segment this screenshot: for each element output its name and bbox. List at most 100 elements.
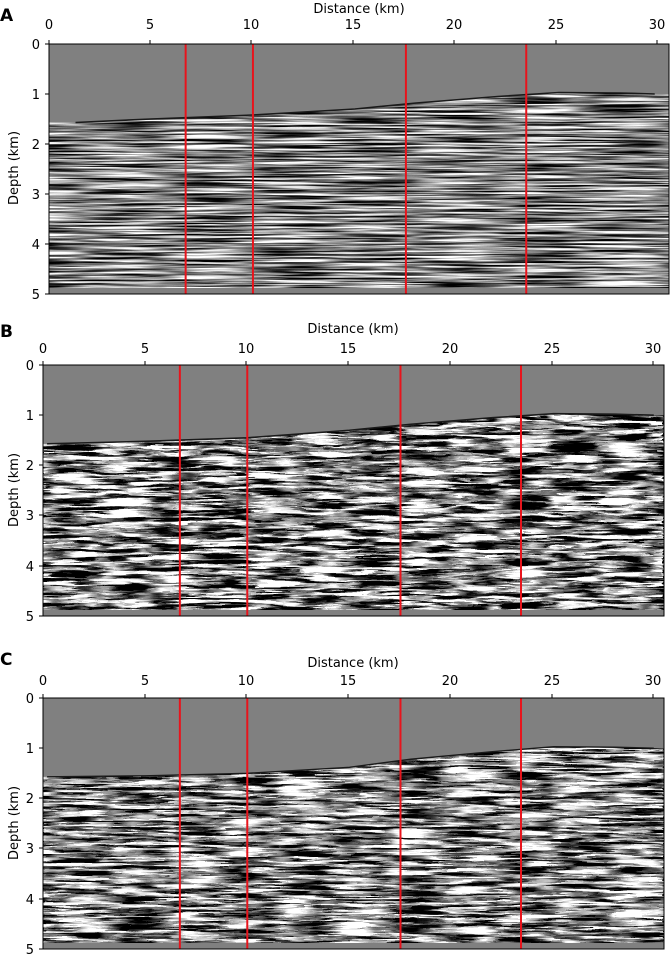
plot-frame-a xyxy=(48,43,670,295)
x-tick-label-b-2: 10 xyxy=(238,342,255,357)
x-tick-label-a-2: 10 xyxy=(243,18,260,33)
y-axis-title-b: Depth (km) xyxy=(7,453,22,527)
plot-frame-c xyxy=(42,697,665,950)
x-tick-b-6: 30 xyxy=(645,342,661,365)
y-tick-label-a-0: 0 xyxy=(32,38,40,53)
x-tick-c-3: 15 xyxy=(340,674,357,698)
x-ticks-a: 0 5 10 15 20 25 30 xyxy=(45,18,665,44)
x-tick-c-1: 5 xyxy=(141,674,149,698)
x-tick-label-a-5: 25 xyxy=(548,18,565,33)
x-tick-label-c-1: 5 xyxy=(141,674,149,689)
water-column-c xyxy=(43,698,664,777)
panel-c: C Distance (km) Depth (km) 0 5 10 15 20 … xyxy=(0,650,665,958)
x-tick-label-b-4: 20 xyxy=(442,342,459,357)
y-tick-a-4: 4 xyxy=(32,238,49,253)
y-tick-c-1: 1 xyxy=(26,742,43,757)
x-tick-a-3: 15 xyxy=(345,18,361,44)
y-tick-label-c-5: 5 xyxy=(26,943,34,958)
x-tick-label-c-2: 10 xyxy=(238,674,255,689)
x-tick-label-c-0: 0 xyxy=(39,674,47,689)
y-tick-b-3: 3 xyxy=(26,509,43,524)
panel-a: A Distance (km) Depth (km) 0 5 10 15 20 … xyxy=(0,2,670,303)
x-tick-label-a-4: 20 xyxy=(446,18,463,33)
x-tick-label-c-4: 20 xyxy=(442,674,459,689)
y-tick-c-5: 5 xyxy=(26,943,43,958)
panel-label-a: A xyxy=(0,6,14,26)
x-tick-a-1: 5 xyxy=(146,18,154,44)
y-axis-title-a: Depth (km) xyxy=(7,131,22,205)
x-tick-label-a-1: 5 xyxy=(146,18,154,33)
y-tick-label-b-2: 2 xyxy=(26,459,34,474)
y-tick-a-5: 5 xyxy=(32,288,49,303)
y-tick-b-0: 0 xyxy=(26,359,43,374)
x-tick-a-4: 20 xyxy=(446,18,463,44)
y-tick-label-c-1: 1 xyxy=(26,742,34,757)
y-tick-label-b-5: 5 xyxy=(26,610,34,625)
x-tick-a-6: 30 xyxy=(649,18,666,44)
y-tick-c-3: 3 xyxy=(26,842,43,857)
x-tick-label-c-3: 15 xyxy=(340,674,357,689)
y-tick-label-c-3: 3 xyxy=(26,842,34,857)
marker-lines-a xyxy=(184,44,528,294)
plot-frame-b xyxy=(42,364,665,617)
x-tick-a-5: 25 xyxy=(548,18,565,44)
y-tick-c-4: 4 xyxy=(26,893,43,908)
y-tick-b-1: 1 xyxy=(26,409,43,424)
no-data-band-b xyxy=(43,610,664,616)
x-axis-title-a: Distance (km) xyxy=(313,2,404,17)
x-tick-b-5: 25 xyxy=(544,342,561,365)
no-data-band-a xyxy=(49,288,669,294)
y-tick-a-3: 3 xyxy=(32,188,49,203)
x-tick-c-5: 25 xyxy=(544,674,561,698)
y-tick-label-b-3: 3 xyxy=(26,509,34,524)
y-tick-c-2: 2 xyxy=(26,792,43,807)
y-tick-label-b-0: 0 xyxy=(26,359,34,374)
x-tick-a-0: 0 xyxy=(45,18,53,44)
x-tick-b-2: 10 xyxy=(238,342,255,365)
y-tick-label-a-1: 1 xyxy=(32,88,40,103)
water-column-a xyxy=(49,44,669,123)
y-tick-label-a-3: 3 xyxy=(32,188,40,203)
y-tick-label-b-4: 4 xyxy=(26,560,34,575)
x-axis-title-c: Distance (km) xyxy=(307,656,398,671)
y-tick-label-c-4: 4 xyxy=(26,893,34,908)
marker-lines-c xyxy=(178,698,523,949)
x-tick-b-0: 0 xyxy=(39,342,47,365)
x-tick-label-c-5: 25 xyxy=(544,674,561,689)
y-tick-b-2: 2 xyxy=(26,459,43,474)
y-tick-label-a-2: 2 xyxy=(32,138,40,153)
y-tick-label-a-4: 4 xyxy=(32,238,40,253)
plot-area-c xyxy=(42,697,665,950)
x-tick-c-4: 20 xyxy=(442,674,459,698)
panel-b: B Distance (km) Depth (km) 0 5 10 15 20 … xyxy=(0,322,665,625)
panel-label-c: C xyxy=(0,650,12,670)
plot-area-a xyxy=(48,43,670,295)
y-ticks-a: 0 1 2 3 4 5 xyxy=(32,38,49,303)
x-ticks-b: 0 5 10 15 20 25 30 xyxy=(39,342,661,365)
y-tick-a-0: 0 xyxy=(32,38,49,53)
y-tick-label-c-0: 0 xyxy=(26,692,34,707)
x-ticks-c: 0 5 10 15 20 25 30 xyxy=(39,674,661,698)
x-tick-label-b-3: 15 xyxy=(340,342,357,357)
x-tick-c-0: 0 xyxy=(39,674,47,698)
x-tick-b-1: 5 xyxy=(141,342,149,365)
x-tick-label-a-6: 30 xyxy=(649,18,666,33)
y-tick-a-1: 1 xyxy=(32,88,49,103)
y-tick-label-a-5: 5 xyxy=(32,288,40,303)
x-tick-label-b-1: 5 xyxy=(141,342,149,357)
y-tick-b-5: 5 xyxy=(26,610,43,625)
water-column-b xyxy=(43,365,664,444)
x-tick-c-2: 10 xyxy=(238,674,255,698)
y-tick-label-b-1: 1 xyxy=(26,409,34,424)
y-tick-a-2: 2 xyxy=(32,138,49,153)
y-ticks-b: 0 1 2 3 4 5 xyxy=(26,359,43,625)
x-axis-title-b: Distance (km) xyxy=(307,322,398,337)
x-tick-label-b-0: 0 xyxy=(39,342,47,357)
y-tick-label-c-2: 2 xyxy=(26,792,34,807)
marker-lines-b xyxy=(178,365,523,616)
x-tick-label-b-5: 25 xyxy=(544,342,561,357)
plot-area-b xyxy=(42,364,665,617)
x-tick-c-6: 30 xyxy=(645,674,661,698)
y-axis-title-c: Depth (km) xyxy=(7,786,22,860)
